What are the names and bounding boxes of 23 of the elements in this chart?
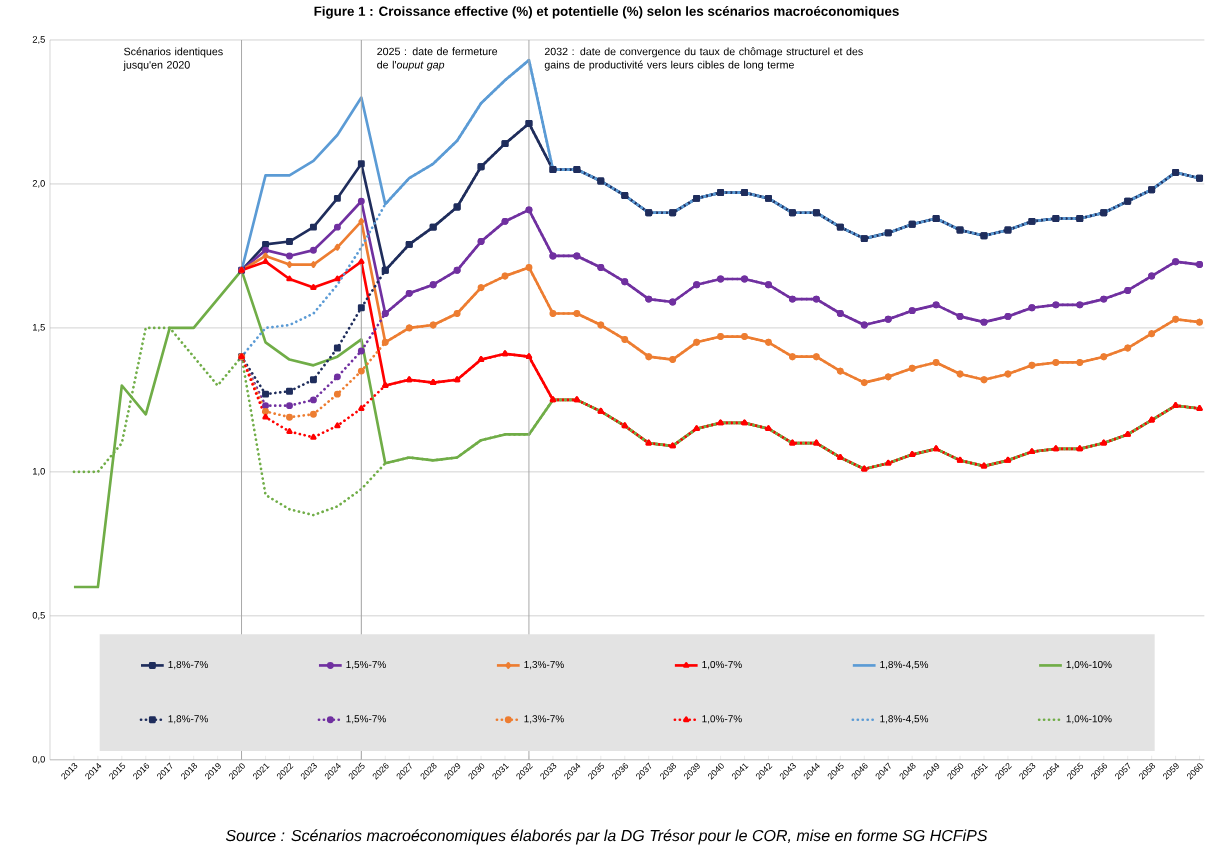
legend-label: 1,0%-7% — [702, 660, 742, 670]
y-tick-label: 0,5 — [32, 611, 45, 620]
y-tick-label: 2,5 — [32, 36, 45, 44]
y-tick-label: 1,5 — [33, 324, 45, 332]
legend-label: 1,8%-4,5% — [880, 715, 929, 724]
legend-label: 1,8%-7% — [168, 660, 208, 670]
legend-label: 1,0%-7% — [702, 715, 742, 724]
legend-label: 1,8%-4,5% — [880, 660, 929, 670]
y-tick-label: 1,0 — [33, 467, 45, 476]
chart-title: Figure 1 : Croissance effective (%) et potentielle (%) selon les scénarios macroéconomiques — [314, 5, 899, 19]
legend-label: 1,5%-7% — [346, 715, 386, 724]
source-note: Source : Scénarios macroéconomiques élaborés par la DG Trésor pour le COR, mise en forme SG HCFiPS — [225, 829, 988, 845]
legend-label: 1,5%-7% — [346, 660, 386, 670]
ref-line-label: 2032 : date de convergence du taux de chômage structurel et des gains de productivité vers leurs cibles de long terme — [544, 47, 863, 71]
y-tick-label: 2,0 — [32, 180, 45, 188]
legend-label: 1,8%-7% — [168, 715, 208, 724]
ref-line-label: 2025 : date de fermeture de l'ouput gap — [377, 47, 498, 71]
legend-label: 1,0%-10% — [1066, 660, 1112, 670]
ref-line-label: Scénarios identiques jusqu'en 2020 — [123, 47, 223, 71]
legend-label: 1,0%-10% — [1066, 715, 1112, 724]
y-tick-label: 0,0 — [32, 755, 45, 764]
legend-label: 1,3%-7% — [524, 660, 564, 670]
legend-label: 1,3%-7% — [524, 715, 564, 724]
